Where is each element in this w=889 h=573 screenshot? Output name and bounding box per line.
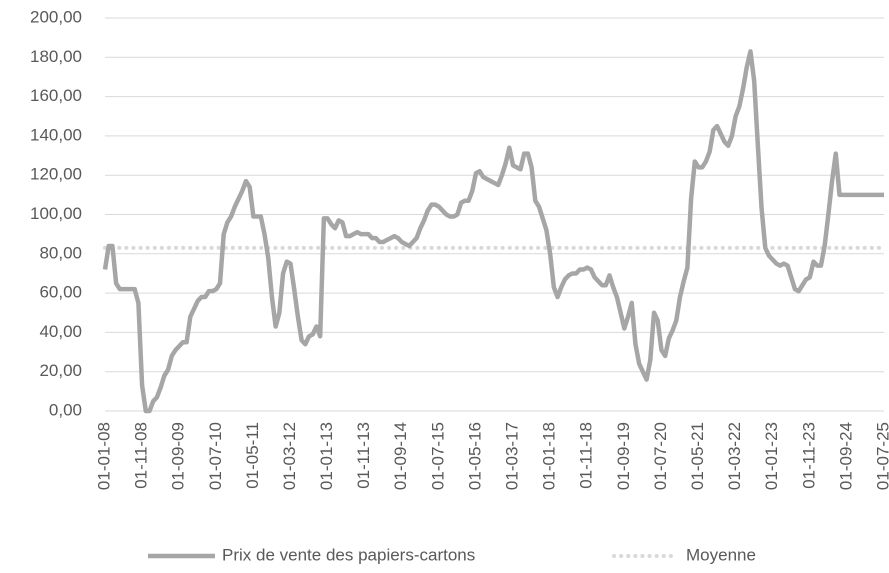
- x-tick-label: 01-05-21: [688, 422, 707, 490]
- legend-label: Prix de vente des papiers-cartons: [222, 545, 475, 564]
- x-tick-label: 01-05-11: [243, 422, 262, 489]
- price-line: [102, 49, 884, 414]
- x-tick-label: 01-09-19: [614, 422, 633, 490]
- x-tick-label: 01-11-23: [799, 422, 818, 489]
- y-tick-label: 0,00: [49, 400, 82, 419]
- x-tick-label: 01-03-17: [503, 422, 522, 490]
- x-tick-label: 01-01-13: [317, 422, 336, 490]
- x-tick-label: 01-01-08: [94, 422, 113, 490]
- y-tick-label: 100,00: [30, 204, 82, 223]
- x-tick-label: 01-03-22: [725, 422, 744, 490]
- x-tick-label: 01-11-18: [577, 422, 596, 489]
- y-tick-label: 20,00: [39, 361, 82, 380]
- y-tick-label: 200,00: [30, 7, 82, 26]
- x-tick-label: 01-09-14: [391, 422, 410, 490]
- x-tick-label: 01-01-23: [762, 422, 781, 490]
- x-tick-label: 01-03-12: [280, 422, 299, 490]
- x-tick-label: 01-05-16: [465, 422, 484, 490]
- y-tick-label: 40,00: [39, 322, 82, 341]
- x-tick-label: 01-07-15: [428, 422, 447, 490]
- y-tick-label: 140,00: [30, 125, 82, 144]
- x-tick-label: 01-07-25: [873, 422, 889, 490]
- x-tick-label: 01-09-24: [836, 422, 855, 490]
- x-tick-label: 01-01-18: [540, 422, 559, 490]
- legend-label: Moyenne: [686, 545, 756, 564]
- y-tick-label: 120,00: [30, 165, 82, 184]
- x-tick-label: 01-07-20: [651, 422, 670, 490]
- x-tick-label: 01-07-10: [206, 422, 225, 490]
- x-tick-label: 01-11-13: [354, 422, 373, 489]
- y-tick-label: 160,00: [30, 86, 82, 105]
- y-tick-label: 180,00: [30, 47, 82, 66]
- x-tick-label: 01-09-09: [169, 422, 188, 490]
- y-tick-label: 60,00: [39, 283, 82, 302]
- x-tick-label: 01-11-08: [132, 422, 151, 489]
- y-tick-label: 80,00: [39, 243, 82, 262]
